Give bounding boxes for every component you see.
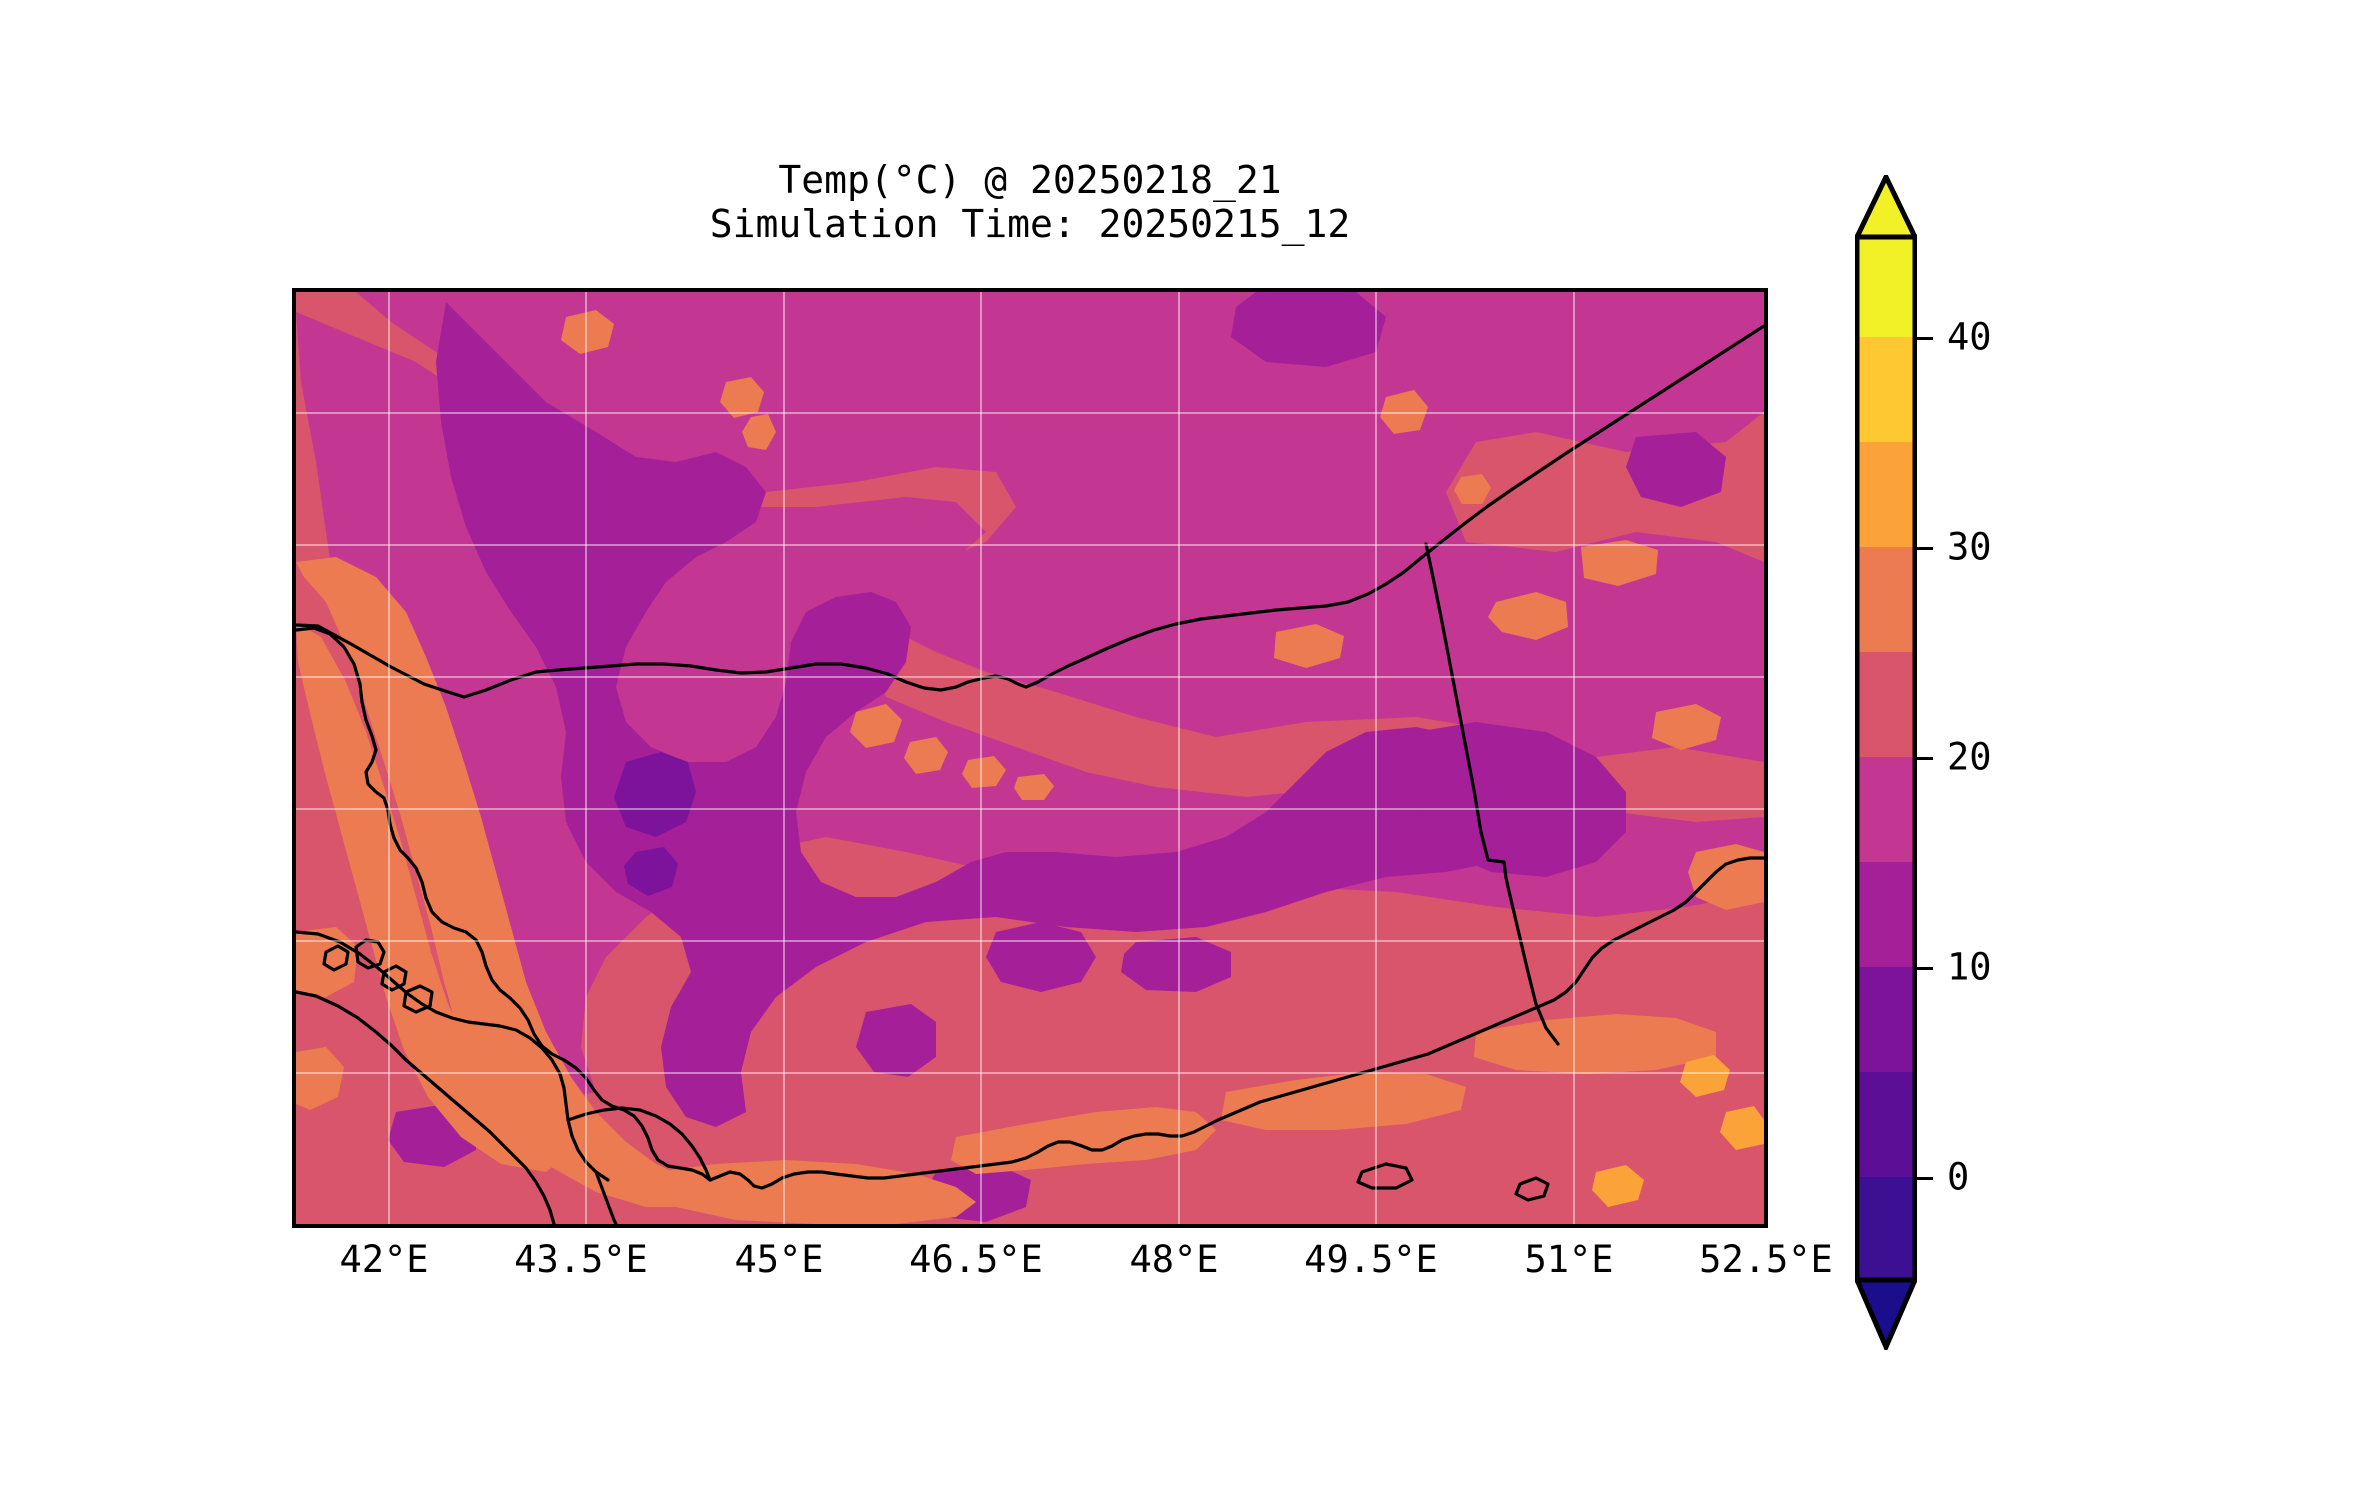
x-axis-label: 45°E <box>734 1238 824 1281</box>
title-line-1: Temp(°C) @ 20250218_21 <box>778 158 1282 202</box>
colorbar-tick-label: 30 <box>1947 525 1992 569</box>
gridline-horizontal <box>296 940 1764 942</box>
gridline-vertical <box>1375 292 1377 1224</box>
colorbar-tick-mark <box>1917 547 1933 550</box>
figure-title: Temp(°C) @ 20250218_21 Simulation Time: … <box>292 158 1768 246</box>
colorbar-gradient <box>1855 175 1917 1350</box>
gridline-horizontal <box>296 808 1764 810</box>
colorbar-tick-label: 40 <box>1947 315 1992 359</box>
gridline-vertical <box>1178 292 1180 1224</box>
gridline-horizontal <box>296 676 1764 678</box>
temperature-contour-field <box>296 292 1764 1224</box>
x-axis-label: 52.5°E <box>1699 1238 1833 1281</box>
contour-map <box>296 292 1764 1224</box>
y-tick-mark <box>292 1072 296 1074</box>
x-axis-label: 46.5°E <box>909 1238 1043 1281</box>
y-tick-mark <box>292 412 296 414</box>
x-axis-label: 43.5°E <box>514 1238 648 1281</box>
gridline-vertical <box>1573 292 1575 1224</box>
y-tick-mark <box>292 808 296 810</box>
y-tick-mark <box>292 940 296 942</box>
x-axis-label: 42°E <box>339 1238 429 1281</box>
map-axes <box>292 288 1768 1228</box>
title-line-2: Simulation Time: 20250215_12 <box>709 202 1351 246</box>
gridline-vertical <box>783 292 785 1224</box>
colorbar-tick-mark <box>1917 967 1933 970</box>
x-axis-label: 49.5°E <box>1304 1238 1438 1281</box>
colorbar: 40 30 20 10 0 <box>1855 175 1992 1350</box>
colorbar-tick-mark <box>1917 1177 1933 1180</box>
x-axis-label: 51°E <box>1524 1238 1614 1281</box>
colorbar-tick-mark <box>1917 337 1933 340</box>
colorbar-tick-mark <box>1917 757 1933 760</box>
gridline-horizontal <box>296 544 1764 546</box>
colorbar-extend-bottom <box>1855 1277 1917 1350</box>
y-tick-mark <box>292 676 296 678</box>
y-tick-mark <box>292 544 296 546</box>
gridline-horizontal <box>296 412 1764 414</box>
colorbar-tick-label: 0 <box>1947 1155 1970 1199</box>
colorbar-tick-label: 20 <box>1947 735 1992 779</box>
gridline-vertical <box>585 292 587 1224</box>
colorbar-extend-top <box>1855 175 1917 240</box>
x-axis-label: 48°E <box>1129 1238 1219 1281</box>
colorbar-tick-label: 10 <box>1947 945 1992 989</box>
gridline-vertical <box>980 292 982 1224</box>
gridline-horizontal <box>296 1072 1764 1074</box>
gridline-vertical <box>388 292 390 1224</box>
